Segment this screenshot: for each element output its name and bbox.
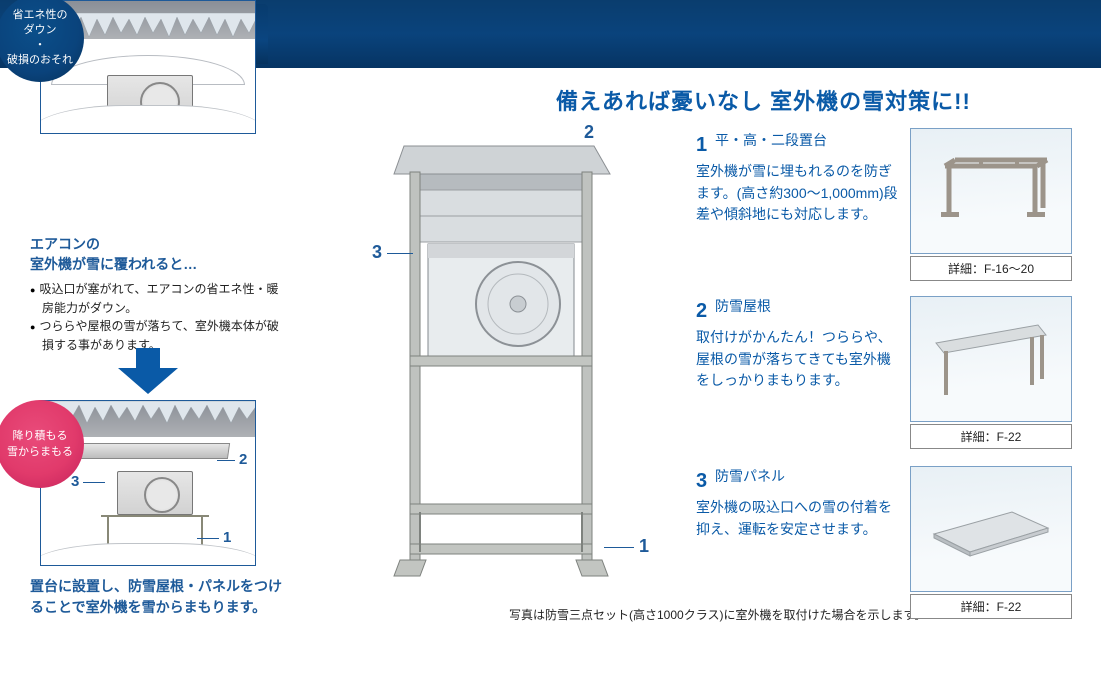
item-3: 3 防雪パネル 室外機の吸込口への雪の付着を抑え、運転を安定させます。 [696,466,902,540]
caption-before-l2: 室外機が雪に覆われると… [30,256,197,272]
item-3-title: 防雪パネル [715,468,785,484]
item-1: 1 平・高・二段置台 室外機が雪に埋もれるのを防ぎます。(高さ約300〜1,00… [696,130,902,226]
risk-bullets: 吸込口が塞がれて、エアコンの省エネ性・暖房能力がダウン。 つららや屋根の雪が落ち… [30,280,280,354]
main-caption: 写真は防雪三点セット(高さ1000クラス)に室外機を取付けた場合を示します。 [509,606,926,625]
main-product-illustration: 2 3 1 [340,124,674,600]
risk-bullet-1: 吸込口が塞がれて、エアコンの省エネ性・暖房能力がダウン。 [30,280,280,317]
panel-icon [926,494,1056,564]
label-3: 3 [71,473,105,490]
caption-before: エアコンの 室外機が雪に覆われると… [30,234,197,275]
thumb-stand [910,128,1072,254]
item-3-detail: 詳細：F-22 [910,594,1072,619]
item-3-body: 室外機の吸込口への雪の付着を抑え、運転を安定させます。 [696,499,892,537]
thumb-roof [910,296,1072,422]
arrow-down-icon [118,348,178,394]
main-label-1: 1 [604,536,649,557]
label-2: 2 [217,451,247,468]
risk-badge-l2: ダウン [24,23,57,38]
item-2-detail: 詳細：F-22 [910,424,1072,449]
risk-badge-l1: 省エネ性の [13,8,68,23]
caption-before-l1: エアコンの [30,236,100,252]
risk-badge-l3: ・ [35,38,46,53]
headline: 備えあれば憂いなし 室外機の雪対策に!! [556,84,971,116]
item-3-num: 3 [696,466,707,497]
main-label-2: 2 [584,122,594,143]
risk-badge-l4: 破損のおそれ [7,53,73,68]
main-label-3: 3 [372,242,413,263]
item-2: 2 防雪屋根 取付けがかんたん！つららや、屋根の雪が落ちてきても室外機をしっかり… [696,296,902,392]
roof-icon [928,313,1054,405]
caption-after: 置台に設置し、防雪屋根・パネルをつけることで室外機を雪からまもります。 [30,576,290,618]
protect-badge-l2: 雪からまもる [7,444,73,461]
item-2-num: 2 [696,296,707,327]
protect-badge-l1: 降り積もる [13,428,68,445]
label-1: 1 [197,529,231,546]
protect-badge: 降り積もる 雪からまもる [0,400,84,488]
outdoor-unit-icon [117,471,193,515]
item-1-detail: 詳細：F-16〜20 [910,256,1072,281]
stand-icon [931,152,1051,230]
item-2-title: 防雪屋根 [715,298,771,314]
item-1-num: 1 [696,130,707,161]
item-2-body: 取付けがかんたん！つららや、屋根の雪が落ちてきても室外機をしっかりまもります。 [696,329,892,388]
item-1-title: 平・高・二段置台 [715,132,827,148]
item-1-body: 室外機が雪に埋もれるのを防ぎます。(高さ約300〜1,000mm)段差や傾斜地に… [696,163,898,222]
thumb-panel [910,466,1072,592]
